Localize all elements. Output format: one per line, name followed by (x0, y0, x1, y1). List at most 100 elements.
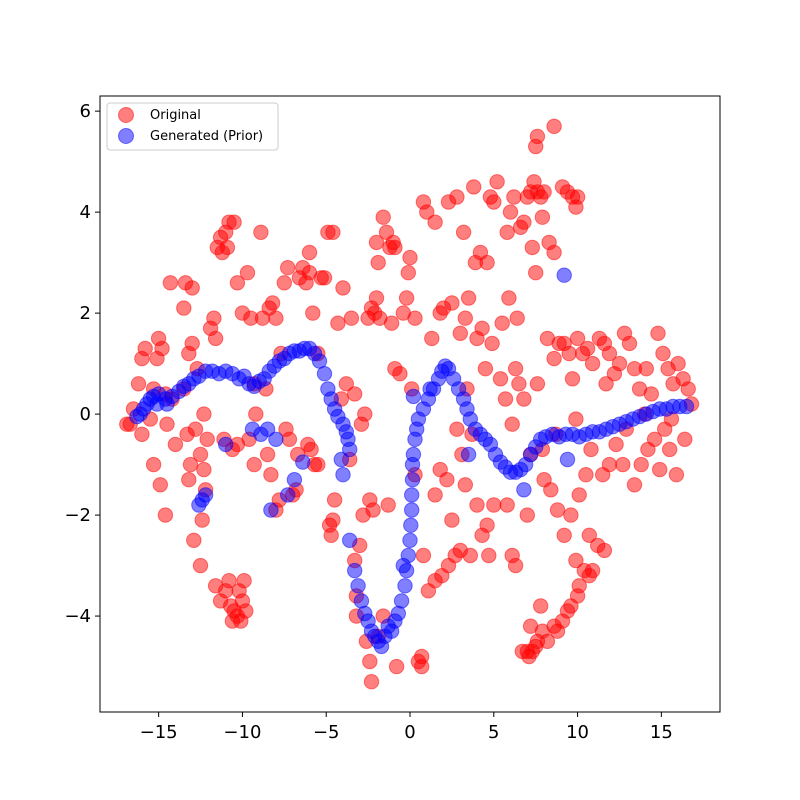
data-point (522, 618, 539, 634)
data-point (387, 239, 403, 256)
data-point (149, 350, 165, 367)
data-point (159, 416, 175, 432)
y-tick-label: 4 (80, 202, 91, 223)
data-point (477, 361, 494, 377)
data-point (457, 477, 473, 493)
data-point (167, 436, 184, 453)
data-point (333, 451, 349, 468)
data-point (397, 578, 413, 594)
data-point (444, 512, 460, 528)
data-point (556, 267, 572, 283)
data-point (368, 290, 385, 306)
data-point (395, 557, 411, 574)
y-tick-label: −4 (64, 606, 91, 627)
data-point (419, 204, 435, 220)
data-point (549, 502, 566, 518)
data-point (280, 487, 296, 503)
x-tick-label: 10 (566, 722, 589, 743)
data-point (192, 557, 209, 574)
series-original (119, 118, 700, 690)
data-point (504, 416, 520, 432)
data-point (325, 512, 341, 528)
data-point (507, 361, 524, 377)
data-point (668, 467, 685, 483)
data-point (501, 290, 517, 306)
data-point (621, 335, 638, 352)
data-point (330, 315, 346, 331)
data-point (402, 532, 418, 548)
data-point (347, 562, 363, 579)
data-point (561, 345, 577, 362)
data-point (229, 275, 246, 291)
data-point (608, 436, 624, 453)
data-point (246, 456, 262, 473)
data-point (263, 467, 279, 483)
data-point (568, 552, 584, 569)
data-point (248, 406, 264, 422)
data-point (310, 456, 326, 473)
data-point (509, 310, 525, 326)
data-point (643, 386, 659, 402)
data-point (295, 454, 311, 470)
data-point (186, 532, 202, 548)
points-layer (119, 118, 700, 690)
x-tick-label: 5 (488, 722, 499, 743)
data-point (398, 290, 415, 306)
data-point (655, 345, 671, 362)
data-point (393, 593, 410, 609)
data-point (422, 381, 438, 397)
data-point (199, 431, 215, 447)
data-point (579, 340, 596, 357)
data-point (584, 355, 601, 372)
data-point (670, 355, 686, 372)
legend-marker-generated-prior (118, 128, 134, 144)
data-point (335, 280, 351, 296)
data-point (499, 497, 515, 513)
data-point (581, 527, 597, 543)
data-point (187, 421, 204, 437)
data-point (184, 280, 200, 296)
data-point (392, 366, 408, 382)
data-point (546, 350, 562, 367)
data-point (152, 477, 169, 493)
data-point (184, 335, 200, 352)
data-point (259, 421, 276, 437)
data-point (439, 472, 455, 488)
data-point (338, 376, 354, 392)
data-point (479, 254, 495, 271)
data-point (452, 325, 468, 341)
data-point (197, 487, 214, 503)
data-point (486, 497, 502, 513)
data-point (253, 224, 269, 241)
data-point (662, 441, 678, 458)
data-point (407, 310, 423, 326)
axes-layer: −15 −10 −5 0 5 10 15 −4 −2 0 2 4 6 (64, 101, 672, 743)
data-point (595, 467, 611, 483)
legend-box (106, 102, 279, 151)
data-point (157, 507, 174, 523)
data-point (455, 224, 472, 241)
data-point (489, 174, 505, 190)
data-point (355, 507, 371, 523)
data-point (325, 224, 341, 241)
data-point (362, 492, 378, 508)
data-point (276, 275, 292, 291)
data-point (264, 295, 281, 311)
data-point (137, 340, 153, 357)
data-point (494, 315, 510, 331)
data-point (556, 527, 572, 543)
data-point (529, 128, 546, 145)
data-point (481, 547, 497, 564)
data-point (559, 451, 576, 468)
x-tick-label: −15 (140, 722, 178, 743)
data-point (162, 275, 179, 291)
y-tick-label: −2 (64, 505, 91, 526)
data-point (427, 487, 443, 503)
legend: Original Generated (Prior) (106, 102, 279, 151)
data-point (514, 643, 530, 660)
data-point (633, 456, 649, 473)
data-point (278, 421, 294, 437)
data-point (533, 598, 549, 614)
legend-label-generated-prior: Generated (Prior) (150, 129, 263, 144)
data-point (134, 426, 150, 442)
